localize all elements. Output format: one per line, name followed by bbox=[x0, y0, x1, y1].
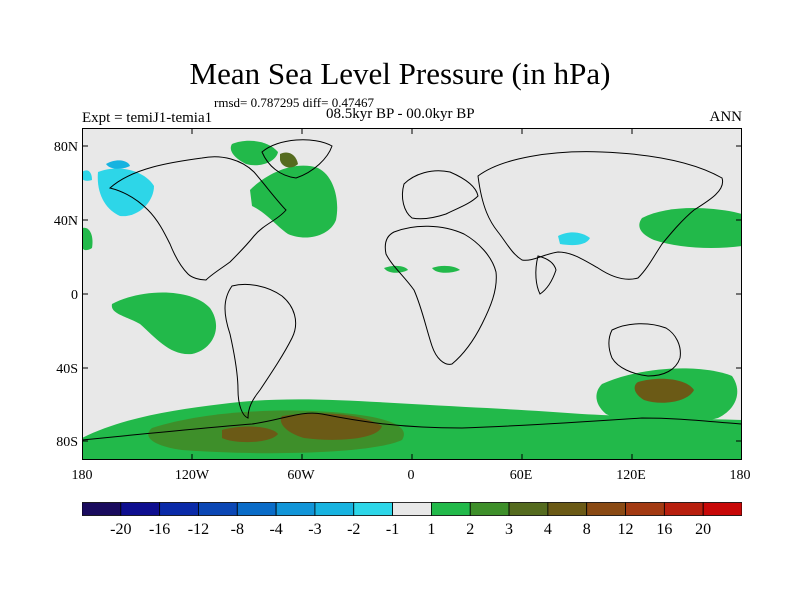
coast-india bbox=[535, 255, 557, 295]
coastlines bbox=[82, 139, 742, 441]
coast-africa bbox=[384, 225, 497, 365]
pressure-map bbox=[82, 128, 742, 460]
south-pacific-positive bbox=[111, 292, 217, 355]
coast-greenland bbox=[261, 139, 333, 179]
lon-label-0: 0 bbox=[407, 468, 415, 483]
colorbar-box bbox=[625, 502, 665, 516]
lon-label-120e: 120E bbox=[616, 468, 646, 483]
colorbar bbox=[82, 502, 742, 516]
colorbar-box bbox=[236, 502, 277, 516]
lon-label-120w: 120W bbox=[174, 468, 210, 483]
africa-positive-1 bbox=[384, 265, 408, 273]
colorbar-box bbox=[547, 502, 588, 516]
colorbar-label: 3 bbox=[505, 521, 514, 538]
greenland-core bbox=[280, 152, 298, 168]
antarctic-high-core-west bbox=[222, 426, 278, 443]
colorbar-box bbox=[508, 502, 549, 516]
colorbar-label: -16 bbox=[148, 521, 171, 538]
colorbar-label: -4 bbox=[269, 521, 283, 538]
lon-label-60w: 60W bbox=[287, 468, 315, 483]
colorbar-box bbox=[353, 502, 393, 516]
map-title: Mean Sea Level Pressure (in hPa) bbox=[189, 56, 611, 91]
season-label: ANN bbox=[709, 109, 743, 125]
colorbar-label: 20 bbox=[695, 521, 712, 538]
colorbar-box bbox=[159, 502, 199, 516]
colorbar-label: 16 bbox=[656, 521, 673, 538]
coast-europe bbox=[401, 170, 479, 220]
africa-positive-2 bbox=[432, 265, 460, 273]
west-edge-negative bbox=[82, 170, 92, 181]
colorbar-box bbox=[120, 502, 161, 516]
colorbar-label: -20 bbox=[110, 521, 132, 538]
colorbar-label: -1 bbox=[385, 521, 400, 538]
colorbar-label: 2 bbox=[466, 521, 475, 538]
colorbar-label: -3 bbox=[308, 521, 322, 538]
north-atlantic-positive bbox=[250, 165, 338, 238]
coast-australia bbox=[608, 323, 681, 377]
alaska-negative bbox=[97, 168, 154, 217]
map-frame bbox=[82, 128, 742, 460]
lon-label-180w: 180 bbox=[71, 468, 93, 483]
experiment-label: Expt = temiJ1-temia1 bbox=[82, 110, 213, 126]
colorbar-label: 8 bbox=[582, 521, 591, 538]
colorbar-box bbox=[586, 502, 626, 516]
coast-south-america bbox=[224, 283, 297, 419]
tibet-negative bbox=[558, 232, 590, 246]
coast-north-america bbox=[108, 156, 287, 281]
colorbar-label: 1 bbox=[427, 521, 436, 538]
colorbar-box bbox=[275, 502, 316, 516]
east-pacific-edge-positive bbox=[82, 227, 93, 251]
colorbar-box bbox=[663, 502, 704, 516]
colorbar-box bbox=[198, 502, 238, 516]
colorbar-box bbox=[314, 502, 355, 516]
north-pacific-positive bbox=[639, 208, 742, 248]
lon-label-180e: 180 bbox=[729, 468, 751, 483]
lat-label-40s: 40S bbox=[56, 362, 78, 377]
lat-label-80s: 80S bbox=[56, 435, 78, 450]
stats-text: rmsd= 0.787295 diff= 0.47467 bbox=[214, 95, 374, 110]
lat-label-0: 0 bbox=[71, 288, 78, 303]
south-indian-core bbox=[634, 378, 694, 403]
colorbar-box bbox=[469, 502, 510, 516]
colorbar-label: -12 bbox=[187, 521, 210, 538]
alaska-negative-core bbox=[106, 160, 130, 169]
lat-label-80n: 80N bbox=[53, 140, 78, 155]
colorbar-label: 4 bbox=[543, 521, 552, 538]
lat-label-40n: 40N bbox=[53, 214, 78, 229]
anomaly-fields bbox=[82, 140, 742, 460]
colorbar-box bbox=[82, 502, 122, 516]
colorbar-label: -2 bbox=[347, 521, 361, 538]
colorbar-box bbox=[431, 502, 471, 516]
period-label: 08.5kyr BP - 00.0kyr BP bbox=[326, 106, 475, 122]
colorbar-label: 12 bbox=[617, 521, 634, 538]
coast-asia bbox=[477, 151, 724, 280]
coast-antarctica bbox=[82, 412, 742, 441]
colorbar-label: -8 bbox=[230, 521, 244, 538]
colorbar-box bbox=[702, 502, 742, 516]
lon-label-60e: 60E bbox=[509, 468, 533, 483]
colorbar-box bbox=[392, 502, 432, 516]
